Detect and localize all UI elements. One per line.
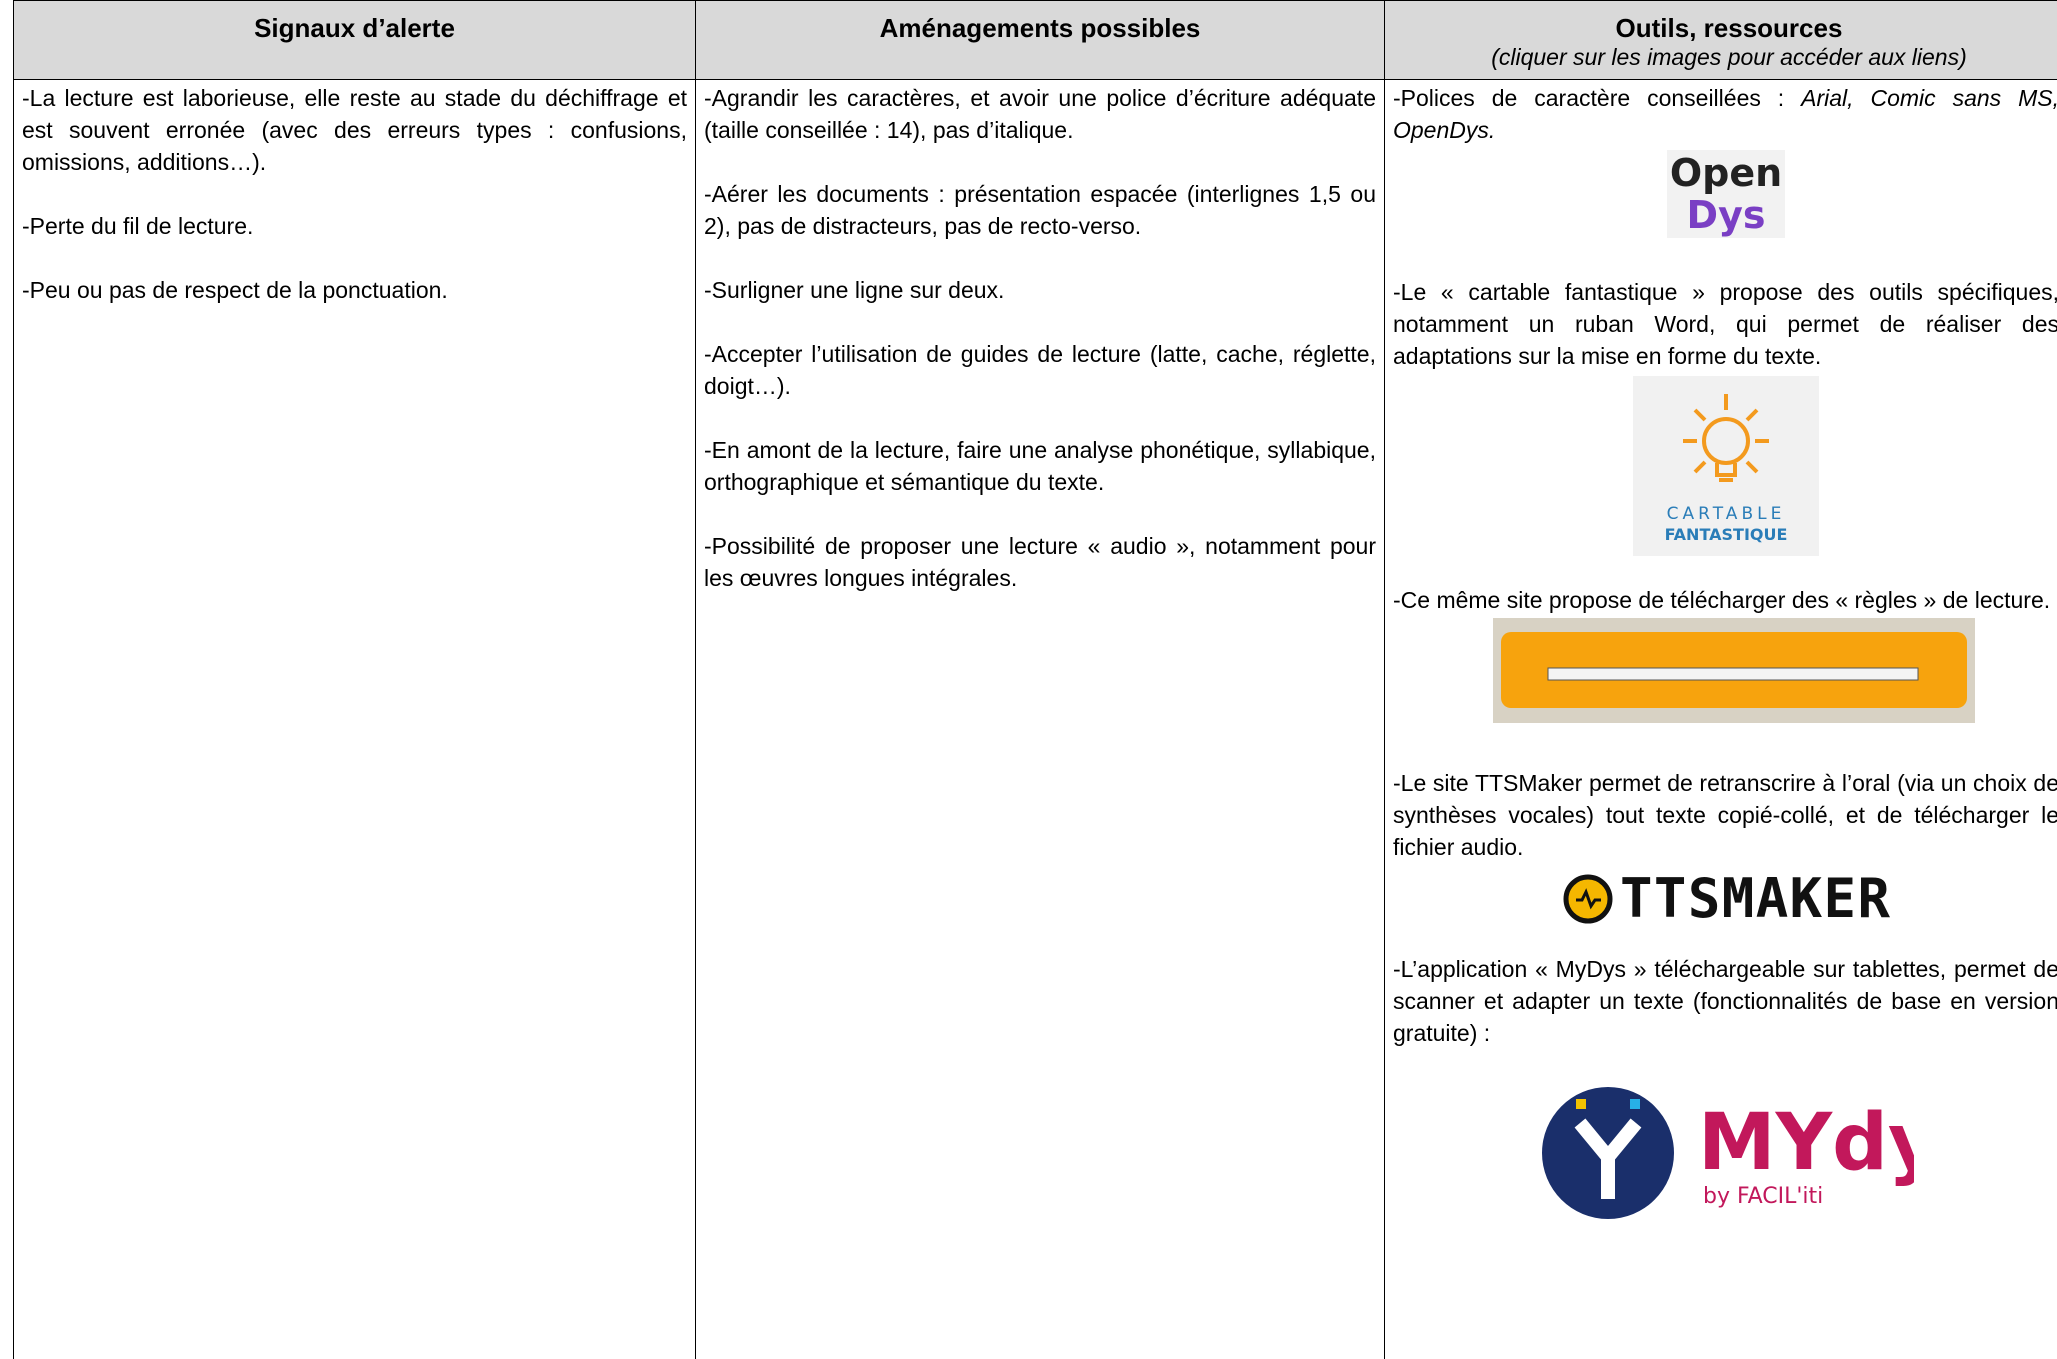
text-italic: Arial, Comic sans MS, OpenDys.	[1393, 85, 2057, 143]
logo-icon	[1574, 1118, 1642, 1199]
cell: -Agrandir les caractères, et avoir une p…	[695, 80, 1385, 1359]
logo-text: MYdys	[1698, 1098, 1914, 1188]
ruler-image[interactable]	[1493, 618, 1975, 723]
cartable-logo[interactable]: CARTABLE FANTASTIQUE	[1633, 376, 1819, 556]
logo-text: CARTABLE	[1667, 504, 1786, 524]
logo-text: Dys	[1687, 193, 1766, 237]
text: -Polices de caractère conseillées :	[1393, 85, 1802, 111]
header-title: Aménagements possibles	[879, 13, 1201, 43]
header-cell: Signaux d’alerte	[13, 0, 696, 80]
logo-text: by FACIL'iti	[1703, 1184, 1823, 1209]
logo-bg	[1667, 150, 1785, 238]
paragraph: -Peu ou pas de respect de la ponctuation…	[22, 277, 448, 303]
logo-text: TTSMAKER	[1620, 867, 1890, 930]
paragraph: -Agrandir les caractères, et avoir une p…	[704, 85, 1376, 143]
logo-icon	[1576, 1099, 1586, 1109]
header-title: Signaux d’alerte	[254, 13, 455, 43]
header-cell: Aménagements possibles	[695, 0, 1385, 80]
opendys-logo[interactable]: Open Dys	[1667, 150, 1785, 238]
cell: -La lecture est laborieuse, elle reste a…	[13, 80, 696, 1359]
paragraph: -Polices de caractère conseillées : Aria…	[1393, 82, 2057, 146]
paragraph: -La lecture est laborieuse, elle reste a…	[22, 85, 687, 175]
table: Signaux d’alerte Aménagements possibles …	[13, 0, 2057, 1359]
logo-icon	[1576, 888, 1601, 910]
logo-text: Open	[1670, 151, 1782, 195]
header-subtitle: (cliquer sur les images pour accéder aux…	[1491, 44, 1967, 70]
header-title: Outils, ressources	[1615, 13, 1843, 43]
mydys-logo[interactable]: MYdys by FACIL'iti	[1538, 1053, 1914, 1249]
paragraph: -Accepter l’utilisation de guides de lec…	[704, 341, 1376, 399]
paragraph: -Le « cartable fantastique » propose des…	[1393, 279, 2057, 369]
paragraph: -En amont de la lecture, faire une analy…	[704, 437, 1376, 495]
paragraph: -Aérer les documents : présentation espa…	[704, 181, 1376, 239]
logo-icon	[1630, 1099, 1640, 1109]
paragraph: -Ce même site propose de télécharger des…	[1393, 587, 2051, 613]
bulb-icon	[1683, 394, 1769, 482]
ruler-slot	[1547, 667, 1919, 681]
paragraph: -Le site TTSMaker permet de retranscrire…	[1393, 770, 2057, 860]
paragraph: -Surligner une ligne sur deux.	[704, 277, 1005, 303]
paragraph: -L’application « MyDys » téléchargeable …	[1393, 956, 2057, 1046]
ttsmaker-logo[interactable]: TTSMAKER	[1558, 867, 1894, 931]
paragraph: -Possibilité de proposer une lecture « a…	[704, 533, 1376, 591]
cell: -Polices de caractère conseillées : Aria…	[1384, 80, 2057, 1359]
paragraph: -Perte du fil de lecture.	[22, 213, 254, 239]
header-cell: Outils, ressources (cliquer sur les image…	[1384, 0, 2057, 80]
logo-text: FANTASTIQUE	[1665, 525, 1788, 544]
